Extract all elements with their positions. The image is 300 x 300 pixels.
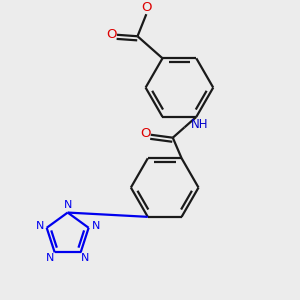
- Text: N: N: [64, 200, 72, 210]
- Text: N: N: [92, 220, 100, 230]
- Text: N: N: [81, 254, 89, 263]
- Text: O: O: [140, 127, 151, 140]
- Text: N: N: [46, 254, 55, 263]
- Text: N: N: [35, 220, 44, 230]
- Text: NH: NH: [191, 118, 208, 131]
- Text: O: O: [106, 28, 117, 41]
- Text: O: O: [141, 1, 152, 14]
